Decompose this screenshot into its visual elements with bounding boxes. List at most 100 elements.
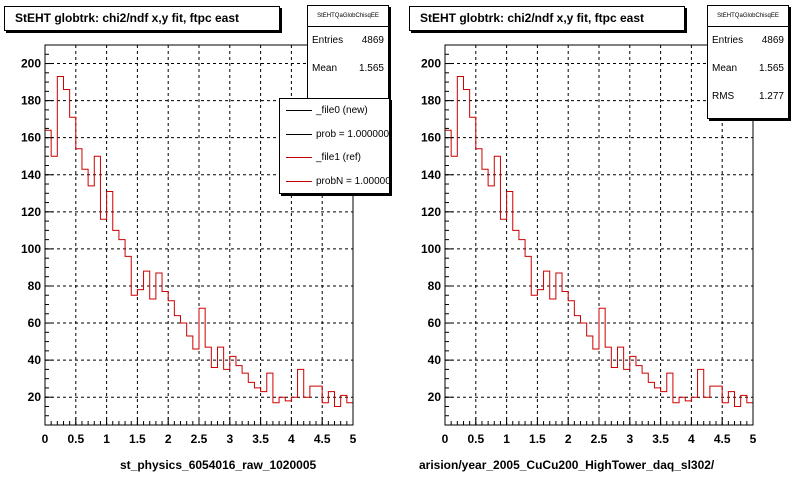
right-y-tick-label-8: 180	[421, 94, 441, 108]
left-bin-5	[76, 149, 82, 425]
left-bin-27	[211, 368, 217, 425]
left-legend: _file0 (new) prob = 1.000000 _file1 (ref…	[279, 98, 390, 194]
left-bin-30	[230, 356, 236, 425]
left-x-tick-label-0: 0	[42, 432, 49, 446]
right-bin-13	[525, 256, 531, 425]
left-bin-21	[174, 316, 180, 425]
right-bin-40	[691, 397, 697, 425]
right-chart-title: StEHT globtrk: chi2/ndf x,y fit, ftpc ea…	[409, 6, 685, 31]
right-bin-1	[451, 156, 457, 425]
right-bin-19	[562, 292, 568, 425]
right-x-tick-label-0: 0	[442, 432, 449, 446]
left-bin-8	[94, 156, 100, 425]
left-x-tick-label-9: 4.5	[314, 432, 331, 446]
right-bin-42	[704, 397, 710, 425]
right-stats-mean-label: Mean	[712, 63, 738, 74]
right-bin-31	[636, 366, 642, 425]
right-x-tick-label-9: 4.5	[714, 432, 731, 446]
left-y-tick-label-3: 80	[28, 279, 42, 293]
legend-item-file0: _file0 (new)	[280, 99, 389, 123]
legend-label-probn: probN = 1.000000	[316, 175, 390, 187]
left-stats-box: StEHTQaGlobChisqEE Entries 4869 Mean 1.565	[307, 5, 389, 101]
right-x-tick-label-8: 4	[688, 432, 695, 446]
right-x-tick-label-5: 2.5	[591, 432, 608, 446]
right-bin-16	[544, 271, 550, 425]
left-chart-title: StEHT globtrk: chi2/ndf x,y fit, ftpc ea…	[4, 6, 280, 31]
left-bin-47	[335, 406, 341, 425]
right-bin-39	[685, 401, 691, 425]
left-bin-36	[267, 373, 273, 425]
right-bin-20	[568, 301, 574, 425]
left-x-tick-label-2: 1	[103, 432, 110, 446]
left-footer-label: st_physics_6054016_raw_1020005	[120, 458, 317, 472]
left-bin-17	[150, 299, 156, 425]
left-bin-18	[156, 273, 162, 425]
left-bin-6	[82, 169, 88, 425]
left-bin-28	[217, 347, 223, 425]
right-bin-48	[741, 395, 747, 425]
left-bin-49	[347, 403, 353, 425]
right-bin-15	[537, 290, 543, 425]
right-bin-10	[507, 191, 513, 425]
left-y-tick-label-8: 180	[21, 94, 41, 108]
right-bin-21	[574, 316, 580, 425]
right-bin-29	[624, 369, 630, 425]
left-y-tick-label-9: 200	[21, 57, 41, 71]
left-bin-19	[162, 292, 168, 425]
left-bin-48	[341, 395, 347, 425]
legend-line-prob	[286, 133, 312, 135]
right-bin-14	[531, 295, 537, 425]
left-bin-38	[279, 397, 285, 425]
right-bin-4	[470, 117, 476, 425]
left-bin-31	[236, 366, 242, 425]
right-bin-25	[599, 308, 605, 425]
right-bin-47	[735, 406, 741, 425]
left-bin-13	[125, 256, 131, 425]
right-stats-box: StEHTQaGlobChisqEE Entries 4869 Mean 1.565…	[707, 5, 789, 119]
right-bin-18	[556, 273, 562, 425]
right-bin-46	[728, 392, 734, 425]
right-bin-26	[605, 347, 611, 425]
left-bin-26	[205, 347, 211, 425]
legend-line-probn	[286, 180, 312, 182]
right-x-tick-label-4: 2	[565, 432, 572, 446]
right-x-tick-label-1: 0.5	[467, 432, 484, 446]
left-y-tick-label-0: 20	[28, 390, 42, 404]
right-bin-9	[500, 219, 506, 425]
right-y-tick-label-1: 40	[428, 353, 442, 367]
right-x-tick-label-7: 3.5	[652, 432, 669, 446]
left-bin-4	[70, 117, 76, 425]
left-y-tick-label-7: 160	[21, 131, 41, 145]
legend-item-probn: probN = 1.000000	[280, 170, 389, 194]
left-bin-46	[328, 392, 334, 425]
right-bin-35	[661, 392, 667, 425]
left-bin-2	[57, 77, 63, 425]
legend-line-file1	[286, 157, 312, 158]
left-bin-16	[144, 271, 150, 425]
left-bin-39	[285, 401, 291, 425]
left-bin-33	[248, 382, 254, 425]
right-bin-37	[673, 403, 679, 425]
left-bin-40	[291, 397, 297, 425]
right-bin-17	[550, 299, 556, 425]
right-x-tick-label-2: 1	[503, 432, 510, 446]
right-footer-label: arision/year_2005_CuCu200_HighTower_daq_…	[419, 458, 715, 472]
left-bin-29	[224, 369, 230, 425]
right-bin-5	[476, 149, 482, 425]
right-bin-34	[654, 388, 660, 425]
legend-line-file0	[286, 110, 312, 111]
left-bin-43	[310, 386, 316, 425]
left-bin-7	[88, 186, 94, 425]
right-bin-12	[519, 240, 525, 425]
left-bin-23	[187, 336, 193, 425]
left-bin-9	[100, 219, 106, 425]
right-bin-6	[482, 169, 488, 425]
legend-label-file1: _file1 (ref)	[316, 152, 362, 163]
left-bin-35	[261, 392, 267, 425]
left-x-tick-label-5: 2.5	[191, 432, 208, 446]
legend-item-file1: _file1 (ref)	[280, 146, 389, 170]
left-bin-45	[322, 403, 328, 425]
right-bin-8	[494, 156, 500, 425]
right-bin-22	[581, 323, 587, 425]
right-x-tick-label-3: 1.5	[529, 432, 546, 446]
